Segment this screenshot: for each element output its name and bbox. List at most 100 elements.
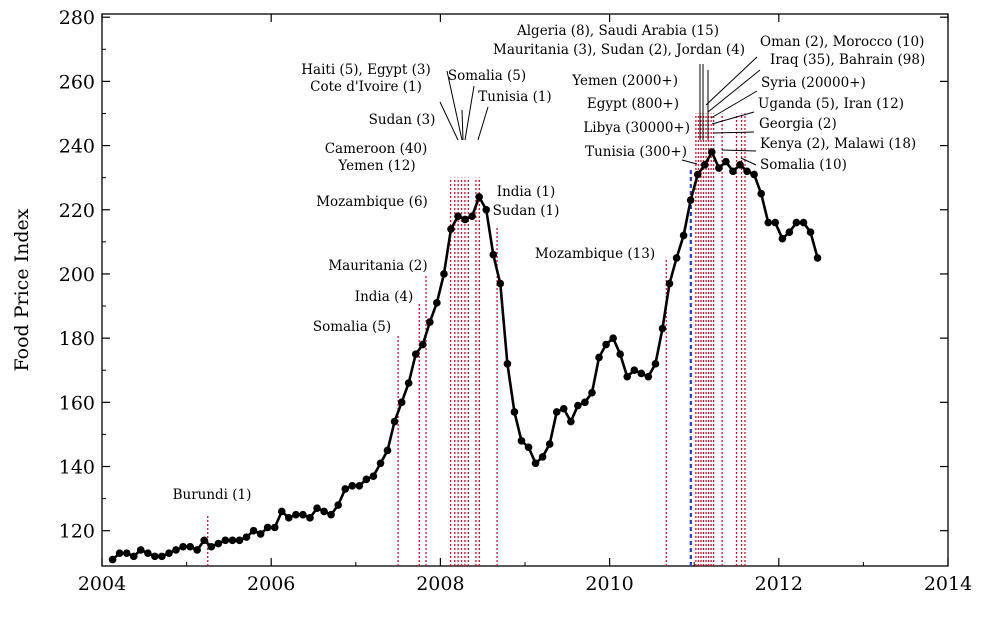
- data-point: [602, 340, 610, 349]
- y-tick-label: 160: [59, 392, 95, 414]
- annotation-label: Sudan (3): [369, 112, 436, 128]
- annotation-leaders: [439, 56, 761, 166]
- data-point: [242, 533, 251, 541]
- data-point: [813, 254, 822, 262]
- data-point: [637, 369, 646, 378]
- data-point: [411, 350, 420, 358]
- x-axis: 2004 2006 2008 2010 2012 2014: [78, 14, 972, 595]
- data-point: [440, 270, 448, 278]
- data-point: [778, 234, 787, 243]
- leader-line: [446, 70, 463, 141]
- data-point: [672, 254, 681, 262]
- data-point: [588, 388, 596, 397]
- annotation-label: Iraq (35), Bahrain (98): [770, 52, 925, 68]
- leader-line: [439, 101, 459, 141]
- data-point: [256, 530, 265, 538]
- annotation-label: Sudan (1): [493, 203, 560, 219]
- data-point: [658, 324, 667, 333]
- data-point: [482, 205, 491, 214]
- data-point: [496, 279, 505, 288]
- leader-line: [461, 109, 464, 141]
- leader-line: [721, 149, 757, 152]
- data-point: [376, 459, 385, 468]
- leader-line: [713, 131, 755, 134]
- x-tick-label: 2010: [585, 573, 633, 595]
- y-tick-label: 260: [59, 71, 95, 93]
- leader-line: [710, 90, 758, 119]
- data-point: [214, 539, 223, 548]
- data-point: [136, 546, 145, 554]
- annotation-label: India (4): [355, 289, 413, 305]
- annotation-label: Somalia (10): [760, 157, 847, 173]
- leader-line: [707, 69, 761, 113]
- x-tick-label: 2012: [755, 573, 803, 595]
- data-point: [447, 225, 455, 233]
- y-tick-label: 220: [59, 200, 95, 222]
- data-point: [419, 340, 427, 349]
- data-point: [743, 167, 751, 176]
- data-point: [299, 510, 307, 519]
- data-point: [489, 250, 498, 259]
- leader-line: [740, 157, 757, 166]
- data-point: [129, 552, 138, 561]
- data-point: [284, 514, 293, 522]
- data-point: [616, 350, 624, 358]
- data-point: [517, 437, 526, 445]
- annotation-label: Egypt (800+): [587, 96, 679, 112]
- data-point: [115, 549, 124, 557]
- annotation-label: Mauritania (3), Sudan (2), Jordan (4): [493, 42, 745, 58]
- data-point: [426, 318, 434, 326]
- annotation-label: Haiti (5), Egypt (3): [301, 62, 430, 78]
- y-tick-label: 180: [59, 328, 95, 350]
- data-point: [454, 212, 462, 220]
- leader-line: [711, 111, 755, 125]
- data-point: [362, 475, 371, 484]
- data-point: [263, 523, 272, 532]
- data-point: [320, 507, 328, 516]
- data-point: [144, 549, 152, 557]
- data-point: [270, 523, 279, 532]
- data-point: [630, 366, 639, 375]
- leader-line: [705, 56, 758, 106]
- data-point: [503, 360, 512, 368]
- leader-line: [477, 106, 489, 141]
- data-point: [277, 507, 286, 516]
- data-point: [404, 379, 413, 387]
- data-point: [552, 408, 561, 416]
- data-point: [707, 148, 716, 156]
- data-point: [461, 215, 469, 224]
- annotations: Burundi (1) Somalia (5) India (4) Mauritani…: [173, 23, 926, 503]
- annotation-label: Somalia (5): [448, 68, 526, 84]
- series-layer: [108, 148, 822, 564]
- data-point: [693, 170, 702, 179]
- x-tick-label: 2004: [78, 573, 126, 595]
- y-tick-label: 140: [59, 457, 95, 479]
- annotation-label: Cote d'Ivoire (1): [310, 79, 422, 95]
- data-point: [792, 218, 801, 227]
- data-point: [715, 164, 723, 172]
- annotation-label: Somalia (5): [313, 319, 391, 335]
- data-point: [193, 546, 201, 554]
- data-point: [736, 161, 744, 169]
- data-point: [122, 549, 131, 557]
- data-point: [750, 170, 758, 179]
- annotation-label: Oman (2), Morocco (10): [760, 34, 924, 50]
- data-point: [771, 218, 780, 227]
- event-lines: [207, 113, 746, 566]
- data-point: [158, 552, 166, 561]
- data-point: [390, 417, 399, 426]
- data-point: [228, 536, 237, 545]
- data-point: [510, 408, 519, 416]
- data-point: [397, 398, 406, 407]
- data-point: [559, 404, 568, 413]
- data-point: [172, 546, 180, 554]
- annotation-label: Mozambique (13): [535, 246, 655, 262]
- y-tick-label: 120: [59, 521, 95, 543]
- data-point: [249, 526, 258, 535]
- y-tick-label: 240: [59, 136, 95, 158]
- data-point: [221, 536, 230, 545]
- data-point: [355, 481, 364, 490]
- data-point: [806, 228, 815, 237]
- annotation-label: Kenya (2), Malawi (18): [760, 136, 916, 152]
- data-point: [665, 279, 674, 288]
